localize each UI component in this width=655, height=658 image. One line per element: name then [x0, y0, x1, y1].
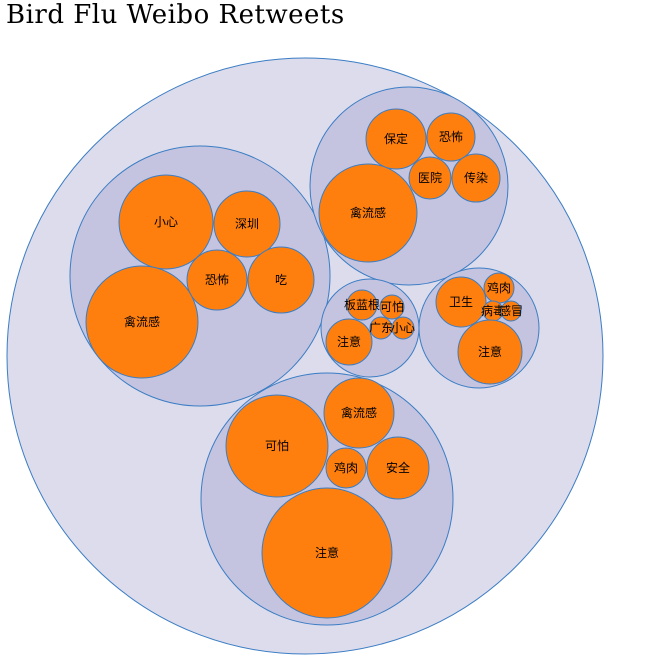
bubble-group: 板蓝根 可怕 广东 小心 注意 — [320, 278, 420, 378]
leaf-bubble — [318, 163, 418, 263]
leaf-label: 卫生 — [449, 295, 473, 309]
leaf-label: 病毒 — [481, 303, 505, 318]
leaf-label: 小心 — [391, 321, 415, 335]
leaf-label: 深圳 — [235, 217, 259, 231]
leaf-bubble — [365, 108, 427, 170]
leaf-bubble — [261, 487, 393, 619]
leaf-label: 医院 — [418, 171, 442, 185]
bubble-group: 小心 深圳 恐怖 吃 禽流感 — [69, 145, 331, 407]
leaf-bubble — [186, 249, 248, 311]
leaf-label: 可怕 — [265, 438, 289, 453]
leaf-label: 禽流感 — [350, 205, 386, 220]
leaf-label: 鸡肉 — [334, 460, 358, 475]
leaf-bubble — [325, 318, 373, 366]
leaf-bubble — [366, 436, 430, 500]
leaf-bubble — [500, 300, 522, 322]
leaf-label: 保定 — [384, 131, 408, 146]
page-title: Bird Flu Weibo Retweets — [6, 0, 345, 30]
leaf-label: 注意 — [337, 334, 361, 349]
leaf-bubble — [391, 316, 415, 340]
leaf-label: 感冒 — [499, 303, 523, 318]
leaf-bubble — [408, 156, 452, 200]
leaf-label: 注意 — [478, 344, 502, 359]
bubble-group: 保定 恐怖 医院 传染 禽流感 — [309, 86, 509, 286]
leaf-label: 吃 — [275, 273, 287, 287]
leaf-bubble — [213, 190, 281, 258]
leaf-label: 恐怖 — [205, 272, 229, 287]
leaf-bubble — [346, 289, 378, 321]
leaf-label: 鸡肉 — [487, 280, 511, 295]
leaf-label: 注意 — [315, 545, 339, 560]
leaf-bubble — [247, 246, 315, 314]
leaf-bubble — [118, 174, 214, 270]
leaf-bubble — [85, 265, 199, 379]
leaf-label: 安全 — [386, 460, 410, 475]
leaf-label: 传染 — [464, 170, 488, 185]
bubble-group: 卫生 鸡肉 病毒 感冒 注意 — [418, 267, 540, 389]
bubble-group: 禽流感 可怕 鸡肉 安全 注意 — [200, 372, 454, 626]
leaf-bubble — [435, 276, 487, 328]
leaf-bubble — [225, 394, 329, 498]
leaf-bubble — [457, 319, 523, 385]
leaf-label: 可怕 — [380, 299, 404, 314]
leaf-bubble — [325, 447, 367, 489]
leaf-label: 禽流感 — [341, 405, 377, 420]
leaf-label: 小心 — [154, 215, 178, 229]
leaf-bubble — [379, 294, 405, 320]
leaf-bubble — [451, 153, 501, 203]
leaf-label: 板蓝根 — [344, 298, 380, 312]
leaf-label: 禽流感 — [124, 314, 160, 329]
leaf-label: 广东 — [369, 321, 393, 335]
leaf-bubble — [426, 112, 476, 162]
leaf-bubble — [323, 377, 395, 449]
leaf-label: 恐怖 — [439, 129, 463, 144]
